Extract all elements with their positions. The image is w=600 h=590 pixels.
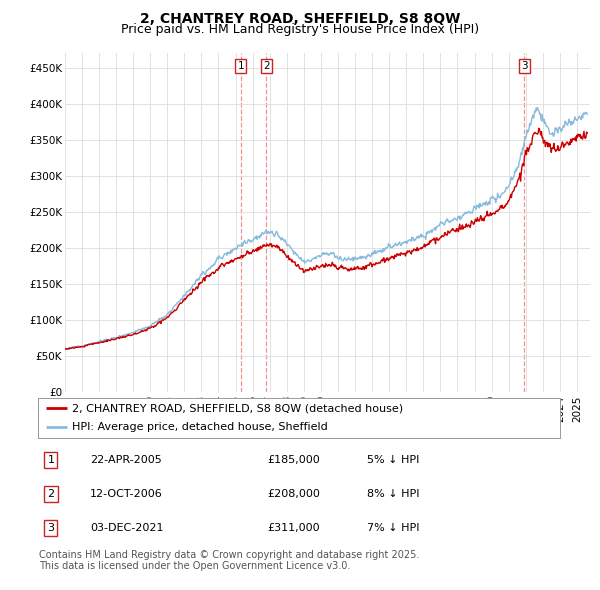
Text: 5% ↓ HPI: 5% ↓ HPI [367, 455, 419, 465]
Text: 3: 3 [47, 523, 55, 533]
Text: 3: 3 [521, 61, 528, 71]
Text: 12-OCT-2006: 12-OCT-2006 [90, 489, 163, 499]
Text: 03-DEC-2021: 03-DEC-2021 [90, 523, 163, 533]
Text: 22-APR-2005: 22-APR-2005 [90, 455, 162, 465]
Text: 2: 2 [263, 61, 269, 71]
Text: HPI: Average price, detached house, Sheffield: HPI: Average price, detached house, Shef… [72, 422, 328, 432]
Text: 1: 1 [238, 61, 244, 71]
Text: £311,000: £311,000 [268, 523, 320, 533]
Text: 2, CHANTREY ROAD, SHEFFIELD, S8 8QW (detached house): 2, CHANTREY ROAD, SHEFFIELD, S8 8QW (det… [72, 404, 403, 414]
Text: 2, CHANTREY ROAD, SHEFFIELD, S8 8QW: 2, CHANTREY ROAD, SHEFFIELD, S8 8QW [140, 12, 460, 26]
Text: Price paid vs. HM Land Registry's House Price Index (HPI): Price paid vs. HM Land Registry's House … [121, 23, 479, 36]
Text: 2: 2 [47, 489, 55, 499]
Text: 1: 1 [47, 455, 55, 465]
Text: £185,000: £185,000 [268, 455, 320, 465]
Text: Contains HM Land Registry data © Crown copyright and database right 2025.
This d: Contains HM Land Registry data © Crown c… [39, 550, 419, 572]
Text: £208,000: £208,000 [268, 489, 320, 499]
Text: 8% ↓ HPI: 8% ↓ HPI [367, 489, 419, 499]
Text: 7% ↓ HPI: 7% ↓ HPI [367, 523, 419, 533]
